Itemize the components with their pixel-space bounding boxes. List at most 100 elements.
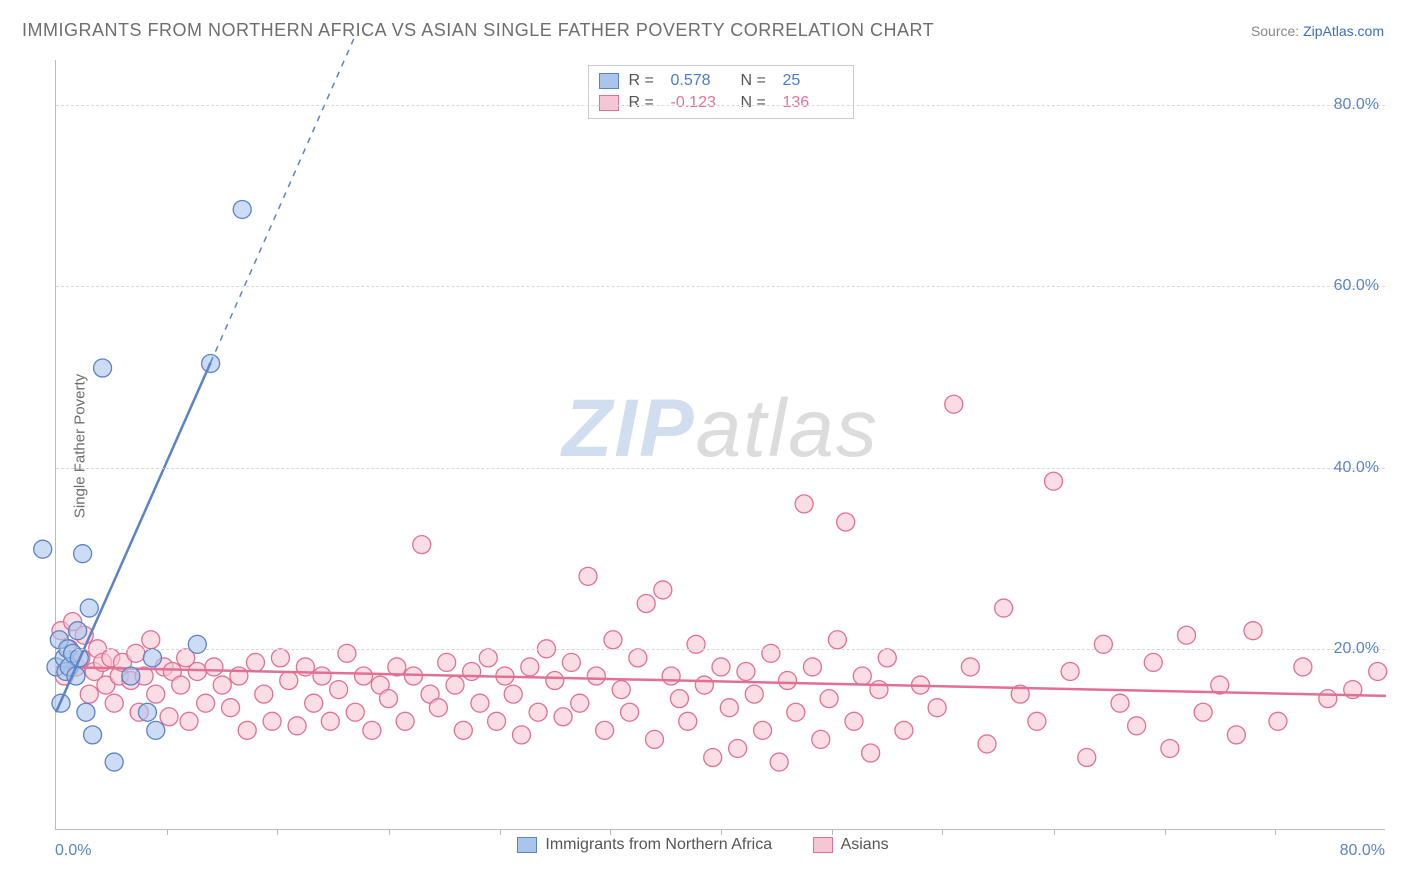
chart-plot-area: ZIPatlas R = 0.578 N = 25 R = -0.123 N =… <box>55 60 1385 830</box>
source-link[interactable]: ZipAtlas.com <box>1303 23 1384 39</box>
data-point <box>961 658 979 676</box>
data-point <box>895 721 913 739</box>
n-value-blue: 25 <box>783 72 843 90</box>
data-point <box>928 699 946 717</box>
data-point <box>84 726 102 744</box>
gridline <box>56 286 1385 287</box>
legend-swatch-pink <box>813 837 833 853</box>
legend-item-pink: Asians <box>813 836 889 854</box>
data-point <box>321 712 339 730</box>
x-tick-mark <box>610 829 611 835</box>
y-tick-label: 60.0% <box>1334 277 1379 295</box>
data-point <box>34 540 52 558</box>
x-tick-mark <box>1054 829 1055 835</box>
r-value-pink: -0.123 <box>671 94 731 112</box>
data-point <box>313 667 331 685</box>
data-point <box>803 658 821 676</box>
data-point <box>429 699 447 717</box>
data-point <box>504 685 522 703</box>
y-tick-label: 20.0% <box>1334 640 1379 658</box>
x-tick-mark <box>277 829 278 835</box>
data-point <box>77 703 95 721</box>
r-value-blue: 0.578 <box>671 72 731 90</box>
data-point <box>704 749 722 767</box>
header: IMMIGRANTS FROM NORTHERN AFRICA VS ASIAN… <box>22 20 1384 41</box>
data-point <box>233 200 251 218</box>
data-point <box>463 662 481 680</box>
data-point <box>213 676 231 694</box>
data-point <box>147 685 165 703</box>
data-point <box>612 681 630 699</box>
data-point <box>1319 690 1337 708</box>
data-point <box>779 672 797 690</box>
data-point <box>745 685 763 703</box>
chart-svg <box>56 60 1385 829</box>
r-label-pink: R = <box>629 94 661 112</box>
data-point <box>820 690 838 708</box>
data-point <box>837 513 855 531</box>
data-point <box>142 631 160 649</box>
data-point <box>197 694 215 712</box>
data-point <box>870 681 888 699</box>
data-point <box>255 685 273 703</box>
data-point <box>396 712 414 730</box>
data-point <box>1269 712 1287 730</box>
data-point <box>247 653 265 671</box>
data-point <box>720 699 738 717</box>
correlation-legend: R = 0.578 N = 25 R = -0.123 N = 136 <box>588 65 854 119</box>
data-point <box>770 753 788 771</box>
data-point <box>579 567 597 585</box>
data-point <box>1227 726 1245 744</box>
data-point <box>828 631 846 649</box>
data-point <box>1144 653 1162 671</box>
data-point <box>654 581 672 599</box>
x-tick-mark <box>942 829 943 835</box>
x-tick-mark <box>500 829 501 835</box>
data-point <box>1128 717 1146 735</box>
data-point <box>188 662 206 680</box>
data-point <box>346 703 364 721</box>
data-point <box>80 685 98 703</box>
data-point <box>105 694 123 712</box>
data-point <box>646 730 664 748</box>
data-point <box>1294 658 1312 676</box>
data-point <box>263 712 281 730</box>
data-point <box>762 644 780 662</box>
data-point <box>479 649 497 667</box>
data-point <box>147 721 165 739</box>
data-point <box>662 667 680 685</box>
data-point <box>845 712 863 730</box>
data-point <box>1111 694 1129 712</box>
data-point <box>288 717 306 735</box>
data-point <box>637 595 655 613</box>
legend-label-pink: Asians <box>841 836 889 854</box>
data-point <box>729 739 747 757</box>
data-point <box>122 667 140 685</box>
y-tick-label: 40.0% <box>1334 459 1379 477</box>
data-point <box>995 599 1013 617</box>
data-point <box>205 658 223 676</box>
data-point <box>695 676 713 694</box>
data-point <box>687 635 705 653</box>
data-point <box>413 536 431 554</box>
data-point <box>878 649 896 667</box>
data-point <box>787 703 805 721</box>
data-point <box>1178 626 1196 644</box>
data-point <box>812 730 830 748</box>
n-label-blue: N = <box>741 72 773 90</box>
data-point <box>587 667 605 685</box>
data-point <box>69 622 87 640</box>
data-point <box>105 753 123 771</box>
source-attribution: Source: ZipAtlas.com <box>1251 23 1384 39</box>
data-point <box>978 735 996 753</box>
data-point <box>363 721 381 739</box>
y-tick-label: 80.0% <box>1334 96 1379 114</box>
data-point <box>238 721 256 739</box>
data-point <box>1369 662 1387 680</box>
data-point <box>629 649 647 667</box>
data-point <box>1194 703 1212 721</box>
data-point <box>621 703 639 721</box>
legend-item-blue: Immigrants from Northern Africa <box>517 836 772 854</box>
data-point <box>1161 739 1179 757</box>
legend-swatch-blue <box>517 837 537 853</box>
